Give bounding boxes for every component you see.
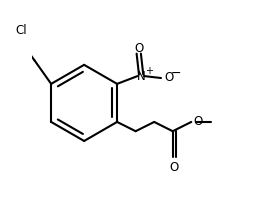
Text: N: N bbox=[137, 69, 146, 83]
Text: +: + bbox=[145, 66, 153, 76]
Text: O: O bbox=[165, 71, 174, 84]
Text: O: O bbox=[134, 42, 143, 55]
Text: O: O bbox=[194, 115, 203, 128]
Text: O: O bbox=[170, 161, 179, 174]
Text: Cl: Cl bbox=[15, 24, 27, 37]
Text: −: − bbox=[170, 67, 181, 80]
